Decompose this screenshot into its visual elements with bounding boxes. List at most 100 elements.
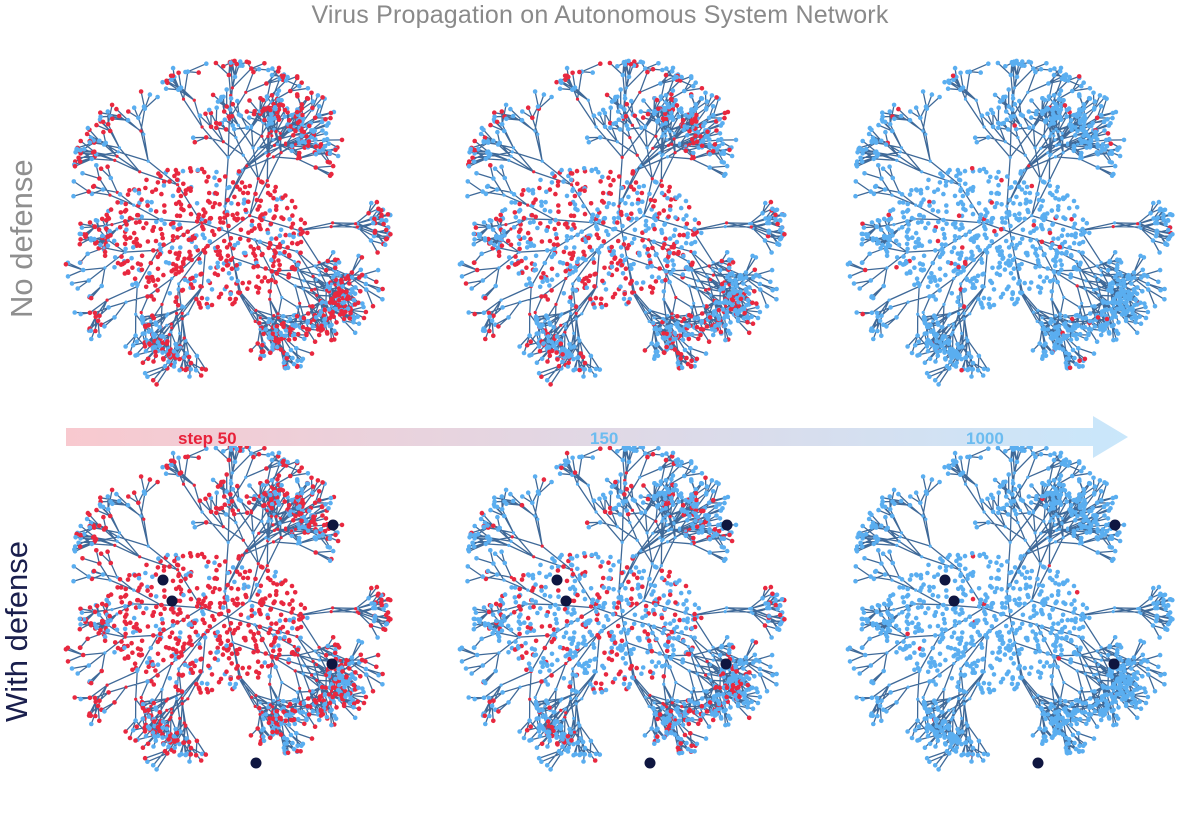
network-node <box>916 236 921 242</box>
network-node <box>703 351 709 356</box>
network-node <box>242 184 248 190</box>
network-node <box>965 191 970 197</box>
network-node <box>247 183 253 189</box>
network-node <box>730 297 736 303</box>
network-node <box>776 242 782 247</box>
network-node <box>873 183 879 189</box>
network-node <box>133 353 138 358</box>
network-node <box>965 367 970 373</box>
network-node <box>868 189 873 194</box>
network-node <box>317 653 321 657</box>
network-node <box>654 97 660 103</box>
network-node <box>988 278 993 284</box>
network-node <box>591 260 597 265</box>
network-node <box>721 315 727 321</box>
network-node <box>561 291 567 296</box>
network-node <box>553 191 558 197</box>
network-node <box>270 344 275 350</box>
network-node <box>1002 267 1008 272</box>
network-node <box>967 229 972 234</box>
network-node <box>183 367 188 373</box>
network-node <box>672 131 676 135</box>
network-node <box>897 154 901 158</box>
network-node <box>933 334 939 339</box>
network-node <box>555 242 560 247</box>
network-node <box>222 215 227 220</box>
network-node <box>183 339 188 343</box>
network-node <box>693 122 699 128</box>
network-node <box>494 119 500 125</box>
network-node <box>991 287 997 292</box>
network-node <box>978 70 983 75</box>
network-node <box>724 300 730 306</box>
network-node <box>630 123 635 127</box>
network-node <box>316 332 322 338</box>
network-node <box>661 289 667 294</box>
network-node <box>1087 311 1093 316</box>
network-node <box>374 279 379 285</box>
network-node <box>952 326 956 330</box>
network-node <box>573 304 579 309</box>
network-node <box>1072 213 1077 218</box>
network-node <box>78 221 83 227</box>
network-node <box>943 183 949 188</box>
network-node <box>574 311 578 315</box>
network-node <box>871 156 877 162</box>
network-node <box>925 348 931 354</box>
network-node <box>300 324 306 330</box>
network-node <box>132 276 138 282</box>
network-node <box>170 661 174 666</box>
network-node <box>267 131 271 135</box>
network-node <box>1080 301 1084 305</box>
network-node <box>557 86 563 91</box>
network-node <box>122 241 128 247</box>
network-node <box>217 121 222 127</box>
network-node <box>1012 180 1018 185</box>
network-node <box>927 356 933 362</box>
network-node <box>499 298 503 302</box>
network-node <box>1037 290 1043 295</box>
network-node <box>1094 339 1100 345</box>
network-node <box>1165 227 1171 233</box>
network-node <box>499 164 504 169</box>
network-node <box>309 351 315 356</box>
network-node <box>177 282 181 286</box>
network-node <box>880 110 885 115</box>
network-node <box>1095 264 1099 268</box>
network-node <box>217 177 222 183</box>
network-node <box>707 287 711 291</box>
network-node <box>582 367 588 372</box>
network-node <box>952 238 958 243</box>
network-node <box>245 190 251 196</box>
network-node <box>927 294 932 299</box>
network-node <box>668 332 672 336</box>
network-node <box>142 344 148 349</box>
network-node <box>144 177 149 183</box>
network-node <box>1003 109 1009 114</box>
network-node <box>145 356 151 362</box>
network-node <box>845 262 851 267</box>
network-node <box>868 278 874 283</box>
network-node <box>884 253 890 259</box>
network-node <box>304 332 309 338</box>
network-node <box>575 97 580 101</box>
network-node <box>207 220 212 225</box>
network-node <box>569 235 574 240</box>
network-node <box>707 144 713 149</box>
network-node <box>933 359 938 364</box>
network-node <box>201 213 206 219</box>
network-node <box>492 166 498 171</box>
network-node <box>1072 144 1076 148</box>
network-node <box>552 226 557 232</box>
network-node <box>297 119 302 124</box>
network-node <box>939 325 945 330</box>
network-node <box>1098 332 1104 338</box>
network-node <box>651 222 656 228</box>
network-node <box>882 119 888 125</box>
network-node <box>529 212 535 218</box>
network-node <box>881 216 887 222</box>
network-node <box>629 278 634 284</box>
network-node <box>663 93 669 98</box>
network-node <box>1018 123 1023 127</box>
network-node <box>320 128 325 133</box>
